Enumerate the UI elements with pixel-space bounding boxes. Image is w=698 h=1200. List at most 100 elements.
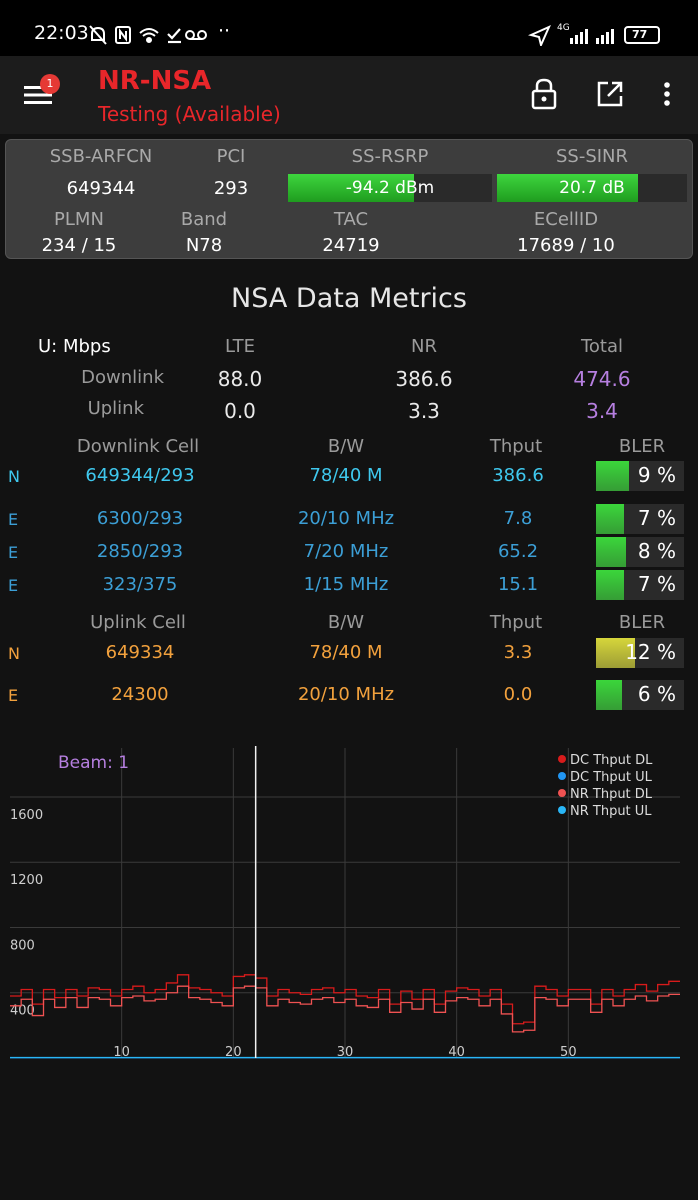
col-nr-header: NR — [411, 336, 437, 357]
rsrp-value: -94.2 dBm — [345, 178, 435, 198]
dl-cell-header: Downlink Cell — [76, 436, 200, 457]
notification-badge: 1 — [40, 74, 60, 94]
cell-thput: 15.1 — [497, 574, 539, 595]
uplink-label: Uplink — [87, 398, 144, 419]
battery-level: 77 — [632, 28, 648, 41]
y-tick-label: 1600 — [10, 808, 43, 823]
cell-thput: 7.8 — [503, 508, 533, 529]
cell-rat-tag: E — [8, 543, 19, 562]
legend-label: NR Thput UL — [570, 804, 652, 819]
bler-value: 8 % — [637, 539, 676, 563]
sinr-value: 20.7 dB — [559, 178, 625, 198]
signal-strength-icon — [570, 29, 614, 44]
cell-bandwidth: 1/15 MHz — [303, 574, 389, 595]
cell-id: 323/375 — [102, 574, 178, 595]
open-external-button[interactable] — [596, 80, 624, 108]
rsrp-meter-fill — [288, 174, 415, 202]
dl-total-value: 474.6 — [573, 367, 631, 391]
x-tick-label: 40 — [448, 1045, 465, 1060]
chart-title: Beam: 1 — [58, 753, 129, 773]
ul-nr-value: 3.3 — [408, 399, 440, 423]
cell-rat-tag: E — [8, 686, 19, 705]
bler-meter-fill — [596, 504, 625, 534]
bler-meter-fill — [596, 537, 626, 567]
bler-value: 6 % — [637, 682, 676, 706]
ul-cell-header: Uplink Cell — [90, 612, 186, 633]
rsrp-meter: -94.2 dBm — [288, 174, 492, 202]
downlink-label: Downlink — [81, 367, 164, 388]
voicemail-icon — [185, 30, 207, 40]
cell-thput: 3.3 — [503, 642, 533, 663]
pci-label: PCI — [216, 146, 246, 167]
cell-bandwidth: 7/20 MHz — [303, 541, 389, 562]
cell-id: 649344/293 — [85, 465, 195, 486]
cell-thput: 386.6 — [492, 465, 544, 486]
y-tick-label: 800 — [10, 938, 35, 953]
ul-lte-value: 0.0 — [224, 399, 256, 423]
status-more-dots: ·· — [218, 20, 231, 42]
dl-bler-header: BLER — [618, 436, 666, 457]
check-icon — [167, 28, 181, 44]
legend-marker — [558, 755, 566, 763]
arfcn-label: SSB-ARFCN — [49, 146, 153, 167]
cell-rat-tag: N — [8, 644, 20, 663]
bler-value: 7 % — [637, 572, 676, 596]
location-arrow-icon — [528, 25, 551, 46]
sinr-meter-fill — [497, 174, 638, 202]
cell-bandwidth: 78/40 M — [309, 465, 383, 486]
bler-meter: 7 % — [596, 570, 684, 600]
rsrp-label: SS-RSRP — [351, 146, 429, 167]
legend-marker — [558, 789, 566, 797]
x-tick-label: 50 — [560, 1045, 577, 1060]
x-tick-label: 20 — [225, 1045, 242, 1060]
bler-meter-fill — [596, 461, 630, 491]
cell-id: 6300/293 — [96, 508, 184, 529]
notification-icons — [89, 25, 207, 45]
status-time: 22:03 — [34, 22, 89, 44]
cell-rat-tag: E — [8, 576, 19, 595]
dl-lte-value: 88.0 — [217, 367, 263, 391]
lock-icon — [531, 78, 557, 110]
cell-bandwidth: 20/10 MHz — [297, 508, 395, 529]
app-subtitle: Testing (Available) — [98, 102, 281, 126]
more-vertical-icon — [664, 82, 670, 106]
app-bar: 1 NR-NSA Testing (Available) — [0, 56, 698, 134]
overflow-menu-button[interactable] — [660, 80, 674, 108]
cell-rat-tag: E — [8, 510, 19, 529]
legend-marker — [558, 806, 566, 814]
sinr-label: SS-SINR — [555, 146, 629, 167]
band-value: N78 — [185, 235, 223, 256]
cell-thput: 0.0 — [503, 684, 533, 705]
network-type: 4G — [557, 23, 570, 33]
plmn-value: 234 / 15 — [41, 235, 117, 256]
cell-thput: 65.2 — [497, 541, 539, 562]
plmn-label: PLMN — [54, 209, 104, 230]
mute-bell-icon — [89, 25, 107, 45]
series-line-dc-thput-dl — [10, 974, 680, 1025]
ecellid-label: ECellID — [533, 209, 599, 230]
bler-meter: 6 % — [596, 680, 684, 710]
throughput-chart[interactable]: 10 20 30 40 50 400 800 1200 1600 Beam: 1 DC Thput … — [0, 740, 698, 1080]
lock-button[interactable] — [530, 78, 558, 110]
nfc-icon — [115, 26, 131, 44]
arfcn-value: 649344 — [66, 178, 136, 199]
unit-label: U: Mbps — [38, 336, 111, 357]
bler-value: 9 % — [637, 463, 676, 487]
battery-icon: 77 — [624, 26, 660, 44]
bler-meter: 9 % — [596, 461, 684, 491]
bler-meter-fill — [596, 570, 625, 600]
x-tick-label: 10 — [113, 1045, 130, 1060]
cell-rat-tag: N — [8, 467, 20, 486]
y-tick-label: 1200 — [10, 873, 43, 888]
ul-total-value: 3.4 — [586, 399, 618, 423]
dl-bw-header: B/W — [327, 436, 365, 457]
bler-value: 7 % — [637, 506, 676, 530]
cell-id: 24300 — [111, 684, 169, 705]
legend-label: NR Thput DL — [570, 787, 653, 802]
hamburger-icon — [24, 86, 52, 104]
dl-thput-header: Thput — [489, 436, 543, 457]
dl-nr-value: 386.6 — [395, 367, 453, 391]
pci-value: 293 — [213, 178, 249, 199]
status-bar: 22:03 ·· 4G 77 — [0, 0, 698, 56]
menu-button[interactable] — [24, 84, 52, 106]
